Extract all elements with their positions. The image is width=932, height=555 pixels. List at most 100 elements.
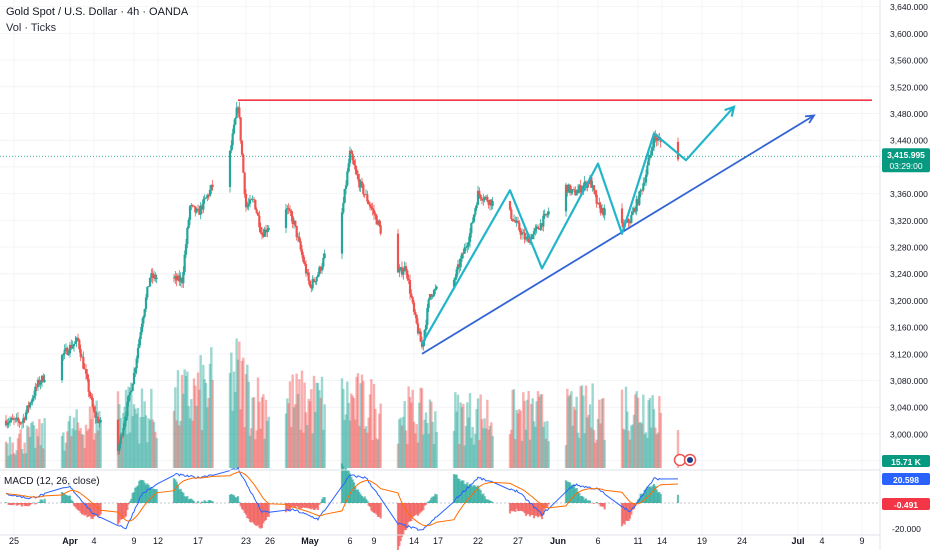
macd-histogram-bar	[596, 502, 598, 503]
macd-histogram-bar	[200, 503, 202, 504]
candle-body	[466, 246, 468, 247]
candle-body	[258, 216, 260, 228]
macd-histogram-bar	[268, 503, 270, 517]
candle-body	[118, 444, 120, 451]
candle-body	[300, 241, 302, 249]
candle-body	[366, 194, 368, 201]
candle-body	[476, 205, 478, 208]
candle-body	[92, 398, 94, 407]
macd-histogram-bar	[548, 503, 550, 504]
candle-body	[510, 210, 512, 219]
candle-body	[184, 255, 186, 272]
x-tick-label: 24	[737, 536, 747, 546]
volume-bar	[491, 436, 493, 468]
candle-body	[677, 142, 679, 160]
candle-body	[370, 207, 372, 209]
candle-body	[373, 210, 375, 214]
candle-body	[454, 277, 456, 280]
candle-body	[369, 204, 371, 206]
macd-histogram-bar	[156, 489, 158, 503]
candle-body	[212, 185, 214, 187]
candle-body	[630, 215, 632, 223]
candle-body	[137, 348, 139, 359]
macd-badge-text: 20.598	[893, 475, 919, 485]
price-badge-text: 03:29:00	[889, 161, 922, 171]
candle-body	[402, 271, 404, 274]
candle-body	[509, 201, 511, 209]
volume-bar	[603, 440, 605, 468]
candle-body	[80, 349, 82, 357]
candle-body	[244, 173, 246, 194]
candle-body	[460, 259, 462, 267]
candle-body	[410, 294, 412, 297]
volume-bar	[323, 404, 325, 468]
candle-body	[354, 165, 356, 169]
candle-body	[414, 312, 416, 315]
volume-bars	[5, 338, 679, 468]
x-tick-label: 25	[9, 536, 19, 546]
candle-body	[32, 398, 34, 402]
candle-body	[348, 163, 350, 171]
candle-body	[648, 158, 650, 166]
candle-body	[77, 338, 79, 340]
candle-body	[604, 208, 606, 215]
candle-body	[644, 182, 646, 183]
candle-body	[486, 197, 488, 202]
candle-body	[140, 332, 142, 339]
candle-body	[482, 200, 484, 201]
macd-histogram-bar	[197, 501, 199, 503]
candle-body	[62, 354, 64, 355]
candle-body	[34, 387, 36, 396]
macd-histogram-bar	[318, 503, 320, 505]
volume-bar	[211, 380, 213, 468]
candle-body	[186, 228, 188, 244]
candle-body	[356, 169, 358, 174]
candle-body	[412, 297, 414, 302]
x-tick-label: 9	[371, 536, 376, 546]
candle-body	[129, 392, 131, 395]
macd-histogram-bar	[44, 499, 46, 503]
candle-body	[621, 208, 623, 223]
candle-body	[316, 277, 318, 281]
x-tick-label: 17	[433, 536, 443, 546]
candle-body	[314, 281, 316, 282]
candle-body	[132, 384, 134, 391]
candle-body	[6, 423, 8, 425]
candle-body	[202, 199, 204, 209]
candle-body	[649, 155, 651, 158]
candle-body	[397, 234, 399, 273]
macd-histogram-bar	[593, 503, 595, 504]
candle-body	[36, 387, 38, 388]
macd-histogram-bar	[436, 495, 438, 503]
candle-body	[461, 253, 463, 259]
candle-body	[638, 192, 640, 205]
candle-body	[409, 280, 411, 294]
candle-body	[322, 258, 324, 267]
candle-body	[342, 203, 344, 213]
macd-histogram-bar	[33, 502, 35, 503]
candle-body	[305, 264, 307, 273]
y-tick-label: 3,360.000	[890, 189, 928, 199]
y-tick-label: 3,280.000	[890, 243, 928, 253]
candle-body	[233, 125, 235, 134]
y-tick-label: 3,520.000	[890, 82, 928, 92]
candle-body	[30, 402, 32, 403]
candle-body	[229, 151, 231, 187]
candle-body	[33, 396, 35, 398]
candle-body	[146, 287, 148, 297]
x-tick-label: Apr	[62, 536, 78, 546]
candle-body	[18, 421, 20, 423]
candle-body	[21, 423, 23, 424]
candle-body	[594, 190, 596, 194]
candle-body	[205, 198, 207, 199]
candle-body	[93, 407, 95, 412]
x-tick-label: 11	[633, 536, 642, 546]
volume-bar	[547, 441, 549, 468]
candle-body	[357, 174, 359, 179]
candle-body	[344, 189, 346, 203]
candle-body	[29, 403, 31, 408]
candle-body	[128, 395, 130, 402]
